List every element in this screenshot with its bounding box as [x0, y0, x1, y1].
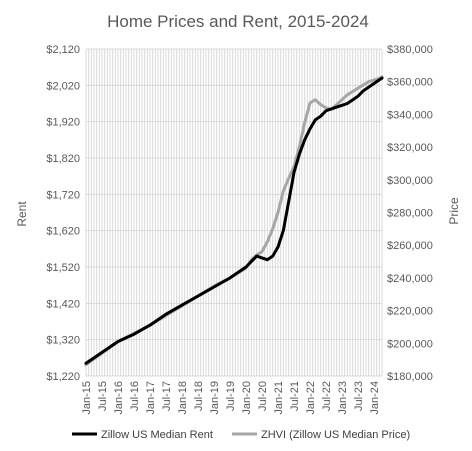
right-tick-label: $180,000	[387, 371, 433, 383]
right-tick-label: $380,000	[387, 44, 433, 56]
right-tick-label: $200,000	[387, 338, 433, 350]
left-tick-label: $1,620	[46, 226, 80, 238]
x-tick-label: Jan-23	[337, 381, 349, 415]
x-tick-label: Jan-15	[81, 381, 93, 415]
left-axis-title: Rent	[15, 201, 29, 227]
right-tick-label: $260,000	[387, 240, 433, 252]
x-tick-label: Jul-21	[289, 381, 301, 411]
legend-rent-label: Zillow US Median Rent	[101, 429, 213, 441]
x-tick-label: Jul-15	[97, 381, 109, 411]
x-tick-label: Jul-22	[321, 381, 333, 411]
x-tick-label: Jul-18	[193, 381, 205, 411]
right-axis-ticks: $180,000 $200,000 $220,000 $240,000 $260,000…	[387, 44, 433, 383]
grid	[85, 48, 383, 377]
x-tick-label: Jul-16	[129, 381, 141, 411]
x-tick-label: Jan-21	[273, 381, 285, 415]
left-tick-label: $1,420	[46, 298, 80, 310]
series-layer	[84, 75, 384, 367]
right-tick-label: $240,000	[387, 273, 433, 285]
x-axis-ticks: Jan-15 Jul-15 Jan-16 Jul-16 Jan-17 Jul-17 Jan-…	[81, 381, 381, 415]
x-tick-label: Jul-17	[161, 381, 173, 411]
right-tick-label: $320,000	[387, 142, 433, 154]
x-tick-label: Jan-24	[369, 381, 381, 415]
series-line-rent	[84, 76, 384, 365]
left-axis-ticks: $1,220 $1,320 $1,420 $1,520 $1,620 $1,720 $1,8…	[46, 44, 80, 383]
left-tick-label: $2,120	[46, 44, 80, 56]
right-tick-label: $360,000	[387, 77, 433, 89]
left-tick-label: $2,020	[46, 80, 80, 92]
legend-zhvi-label: ZHVI (Zillow US Median Price)	[261, 429, 410, 441]
right-tick-label: $300,000	[387, 175, 433, 187]
x-tick-label: Jul-19	[225, 381, 237, 411]
left-tick-label: $1,920	[46, 117, 80, 129]
left-tick-label: $1,320	[46, 335, 80, 347]
legend: Zillow US Median Rent ZHVI (Zillow US Me…	[72, 429, 410, 441]
right-axis-title: Price	[447, 197, 461, 225]
left-tick-label: $1,820	[46, 153, 80, 165]
x-tick-label: Jan-16	[113, 381, 125, 415]
x-tick-label: Jan-19	[209, 381, 221, 415]
x-tick-label: Jan-17	[145, 381, 157, 415]
x-tick-label: Jul-20	[257, 381, 269, 411]
left-tick-label: $1,220	[46, 371, 80, 383]
right-tick-label: $280,000	[387, 208, 433, 220]
left-tick-label: $1,720	[46, 189, 80, 201]
x-tick-label: Jan-22	[305, 381, 317, 415]
chart-title: Home Prices and Rent, 2015-2024	[107, 12, 369, 31]
x-tick-label: Jul-23	[353, 381, 365, 411]
series-line-zhvi	[84, 75, 384, 367]
x-tick-label: Jan-18	[177, 381, 189, 415]
right-tick-label: $220,000	[387, 306, 433, 318]
x-tick-label: Jan-20	[241, 381, 253, 415]
left-tick-label: $1,520	[46, 262, 80, 274]
right-tick-label: $340,000	[387, 109, 433, 121]
